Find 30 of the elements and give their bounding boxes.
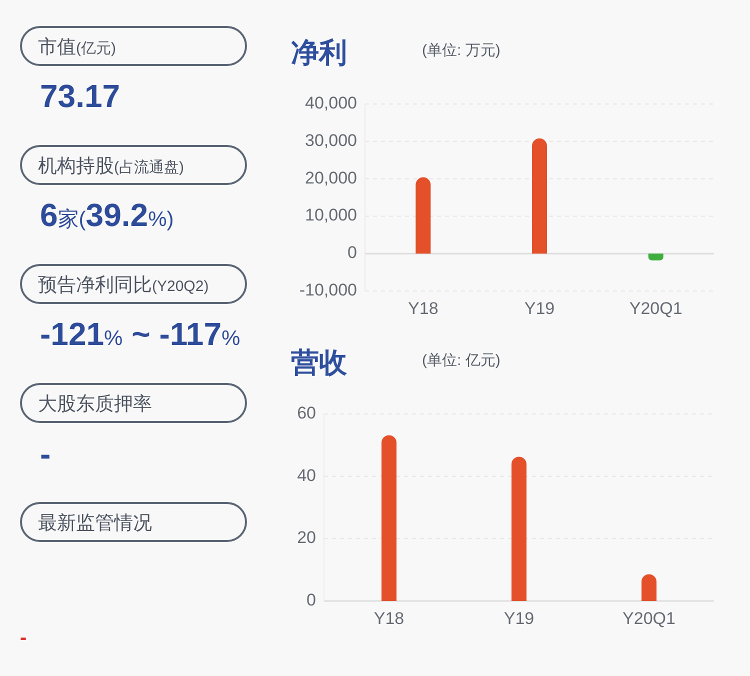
chart-title: 营收 bbox=[290, 347, 348, 378]
y-tick-label: 0 bbox=[348, 243, 357, 262]
y-tick-label: -10,000 bbox=[299, 280, 357, 300]
text: 73.17 bbox=[40, 78, 120, 114]
text: 大股东质押率 bbox=[38, 393, 152, 415]
text: 6家(39.2%) bbox=[40, 197, 174, 233]
chart-subtitle: (单位: 万元) bbox=[422, 42, 500, 59]
text: - bbox=[40, 436, 51, 472]
x-tick-label: Y20Q1 bbox=[622, 609, 676, 628]
text: 市值(亿元) bbox=[38, 36, 116, 58]
x-tick-label: Y19 bbox=[524, 299, 555, 318]
chart-subtitle: (单位: 亿元) bbox=[422, 352, 500, 369]
y-tick-label: 40,000 bbox=[305, 93, 357, 112]
text: 预告净利同比(Y20Q2) bbox=[38, 275, 209, 296]
y-tick-label: 60 bbox=[297, 403, 316, 422]
chart-title: 净利 bbox=[291, 37, 347, 68]
y-tick-label: 40 bbox=[297, 466, 316, 485]
y-tick-label: 0 bbox=[306, 590, 316, 610]
y-tick-label: 20 bbox=[297, 528, 316, 548]
text: 最新监管情况 bbox=[38, 512, 152, 534]
text: - bbox=[20, 627, 27, 649]
text: 机构持股(占流通盘) bbox=[38, 156, 184, 177]
y-tick-label: 30,000 bbox=[305, 130, 357, 150]
x-tick-label: Y18 bbox=[374, 609, 404, 628]
x-tick-label: Y18 bbox=[408, 299, 438, 318]
y-tick-label: 20,000 bbox=[305, 168, 357, 188]
x-tick-label: Y19 bbox=[504, 609, 534, 628]
y-tick-label: 10,000 bbox=[305, 206, 357, 225]
x-tick-label: Y20Q1 bbox=[629, 299, 682, 318]
text: -121% ~ -117% bbox=[40, 316, 240, 352]
